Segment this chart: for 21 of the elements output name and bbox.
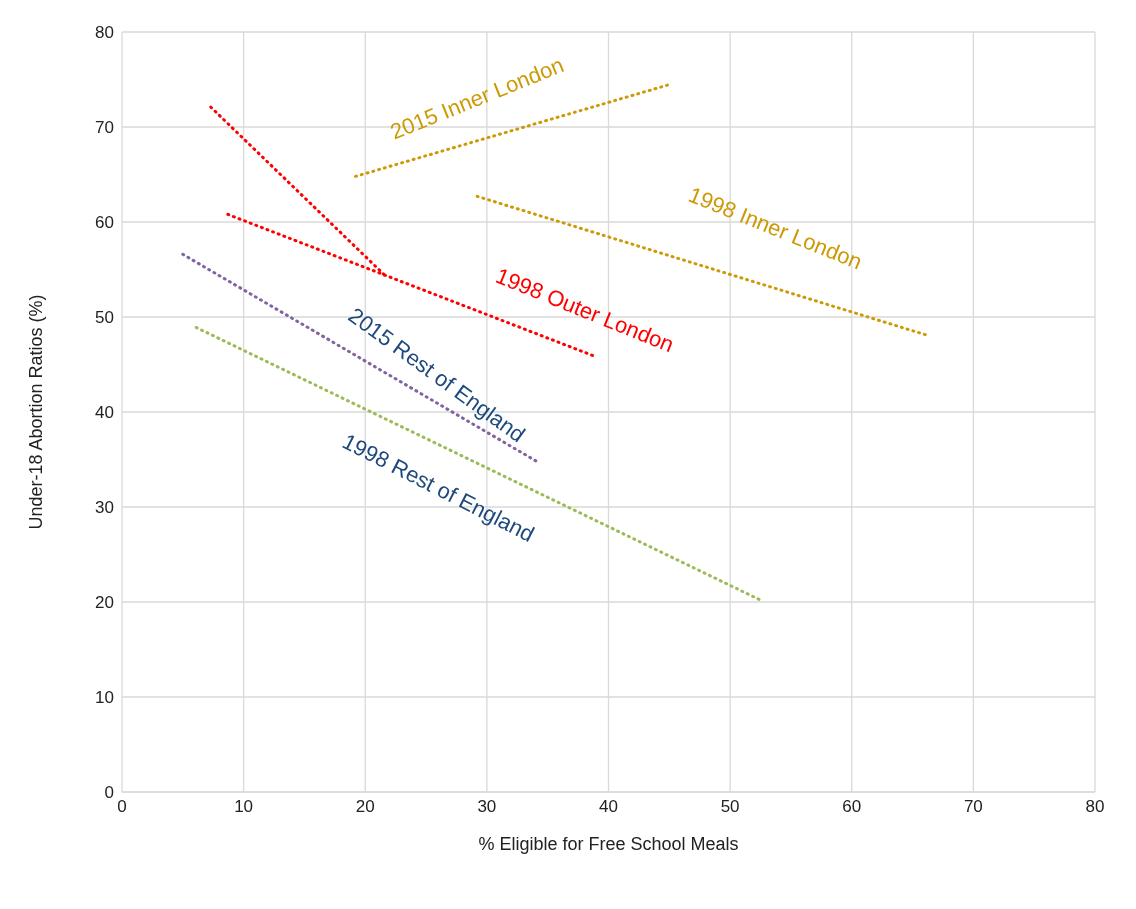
x-tick-label: 30: [477, 797, 497, 817]
text: 2015 Inner London: [386, 52, 568, 145]
x-tick-label: 80: [1085, 797, 1105, 817]
x-tick-label: 0: [117, 797, 127, 817]
x-tick-label: 50: [720, 797, 740, 817]
y-tick-label: 50: [95, 308, 114, 328]
x-tick-label: 70: [963, 797, 983, 817]
y-tick-label: 0: [104, 783, 114, 803]
y-tick-label: 70: [95, 118, 114, 138]
y-axis-title: Under-18 Abortion Ratios (%): [26, 294, 47, 530]
y-tick-label: 30: [95, 498, 114, 518]
y-tick-label: 40: [95, 403, 114, 423]
x-tick-label: 60: [842, 797, 862, 817]
y-tick-label: 80: [95, 23, 114, 43]
y-tick-label: 10: [95, 688, 114, 708]
x-axis-title: % Eligible for Free School Meals: [478, 834, 739, 854]
x-tick-label: 40: [599, 797, 618, 817]
y-tick-label: 20: [95, 593, 114, 613]
y-tick-label: 60: [95, 213, 114, 233]
x-tick-label: 10: [234, 797, 254, 817]
x-tick-label: 20: [355, 797, 375, 817]
